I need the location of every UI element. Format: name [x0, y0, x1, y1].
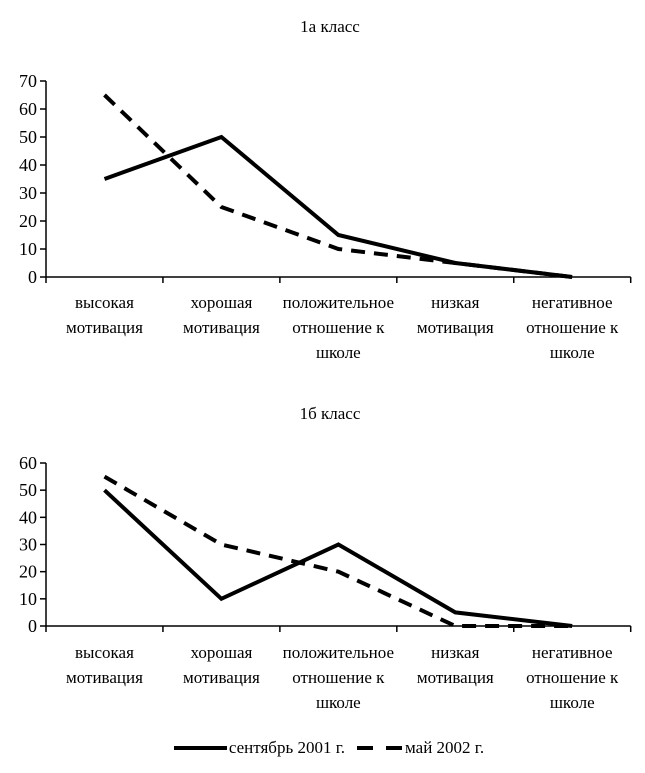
dashed-line-swatch [357, 746, 404, 750]
x-category-label: высокая [75, 643, 134, 662]
x-category-label: мотивация [417, 668, 494, 687]
y-tick-label: 50 [19, 480, 37, 500]
x-category-label: мотивация [66, 668, 143, 687]
legend-item-may-2002: май 2002 г. [357, 738, 484, 758]
x-category-label: положительное [283, 643, 394, 662]
y-tick-label: 0 [28, 267, 37, 287]
y-tick-label: 40 [19, 507, 37, 527]
x-category-label: негативное [532, 293, 613, 312]
y-tick-label: 70 [19, 71, 37, 91]
legend-item-september-2001: сентябрь 2001 г. [173, 738, 346, 758]
series-line-solid [103, 134, 573, 279]
y-tick-label: 30 [19, 183, 37, 203]
x-category-label: негативное [532, 643, 613, 662]
y-tick-label: 30 [19, 535, 37, 555]
y-tick-label: 60 [19, 453, 37, 473]
y-tick-label: 60 [19, 99, 37, 119]
y-tick-label: 40 [19, 155, 37, 175]
x-category-label: мотивация [417, 318, 494, 337]
solid-line-swatch [173, 746, 227, 750]
legend-label-may-2002: май 2002 г. [405, 738, 485, 757]
x-category-label: низкая [431, 293, 479, 312]
x-category-label: хорошая [191, 643, 253, 662]
x-category-label: хорошая [191, 293, 253, 312]
x-category-label: школе [316, 343, 361, 362]
legend: сентябрь 2001 г. май 2002 г. [13, 736, 645, 760]
x-category-label: высокая [75, 293, 134, 312]
x-category-label: отношение к [526, 668, 619, 687]
y-tick-label: 20 [19, 211, 37, 231]
x-category-label: отношение к [526, 318, 619, 337]
series-line-dashed [103, 93, 573, 279]
x-category-label: отношение к [292, 318, 385, 337]
y-tick-label: 10 [19, 239, 37, 259]
y-tick-label: 50 [19, 127, 37, 147]
y-tick-label: 0 [28, 616, 37, 636]
x-category-label: мотивация [183, 318, 260, 337]
series-line-solid [103, 488, 573, 628]
x-category-label: школе [316, 693, 361, 712]
x-category-label: мотивация [183, 668, 260, 687]
y-tick-label: 10 [19, 589, 37, 609]
x-category-label: положительное [283, 293, 394, 312]
x-category-label: низкая [431, 643, 479, 662]
x-category-label: мотивация [66, 318, 143, 337]
x-category-label: школе [550, 693, 595, 712]
x-category-label: школе [550, 343, 595, 362]
x-category-label: отношение к [292, 668, 385, 687]
y-tick-label: 20 [19, 562, 37, 582]
series-line-dashed [103, 474, 573, 628]
chart1-title: 1а класс [300, 17, 360, 36]
chart2-title: 1б класс [299, 404, 361, 423]
legend-label-september-2001: сентябрь 2001 г. [228, 738, 346, 757]
